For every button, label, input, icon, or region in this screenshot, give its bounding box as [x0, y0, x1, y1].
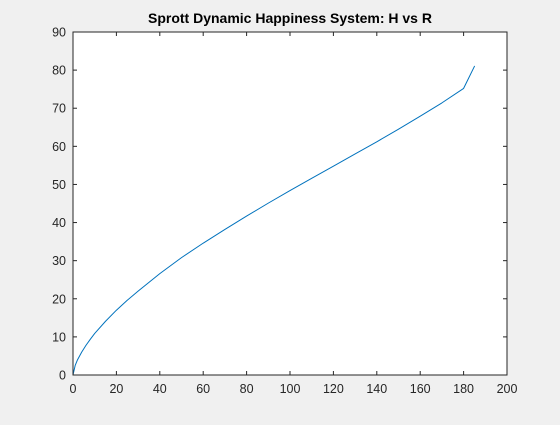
- y-tick-label: 80: [52, 64, 66, 78]
- x-tick-label: 160: [410, 382, 431, 396]
- y-tick-label: 0: [59, 369, 66, 383]
- series-line: [72, 65, 475, 376]
- y-tick-label: 20: [52, 292, 66, 306]
- x-tick-label: 20: [109, 382, 123, 396]
- y-tick-label: 30: [52, 254, 66, 268]
- chart-title: Sprott Dynamic Happiness System: H vs R: [148, 10, 432, 26]
- y-tick-label: 70: [52, 102, 66, 116]
- x-tick-label: 140: [366, 382, 387, 396]
- series-layer: [72, 65, 475, 376]
- x-tick-label: 180: [453, 382, 474, 396]
- y-tick-label: 60: [52, 140, 66, 154]
- axes-background: [73, 32, 507, 375]
- y-tick-label: 40: [52, 216, 66, 230]
- x-tick-label: 40: [153, 382, 167, 396]
- x-tick-label: 120: [323, 382, 344, 396]
- x-tick-label: 200: [497, 382, 518, 396]
- y-tick-label: 50: [52, 178, 66, 192]
- x-tick-label: 0: [70, 382, 77, 396]
- y-tick-label: 10: [52, 330, 66, 344]
- axes-box: [72, 31, 508, 376]
- x-tick-label: 80: [240, 382, 254, 396]
- x-tick-label: 100: [280, 382, 301, 396]
- ticks-layer: 0 20 40 60 80 100 120 140 160 180 200 0 10 20 30 40 50 60…: [52, 26, 517, 397]
- x-tick-label: 60: [196, 382, 210, 396]
- y-tick-label: 90: [52, 26, 66, 40]
